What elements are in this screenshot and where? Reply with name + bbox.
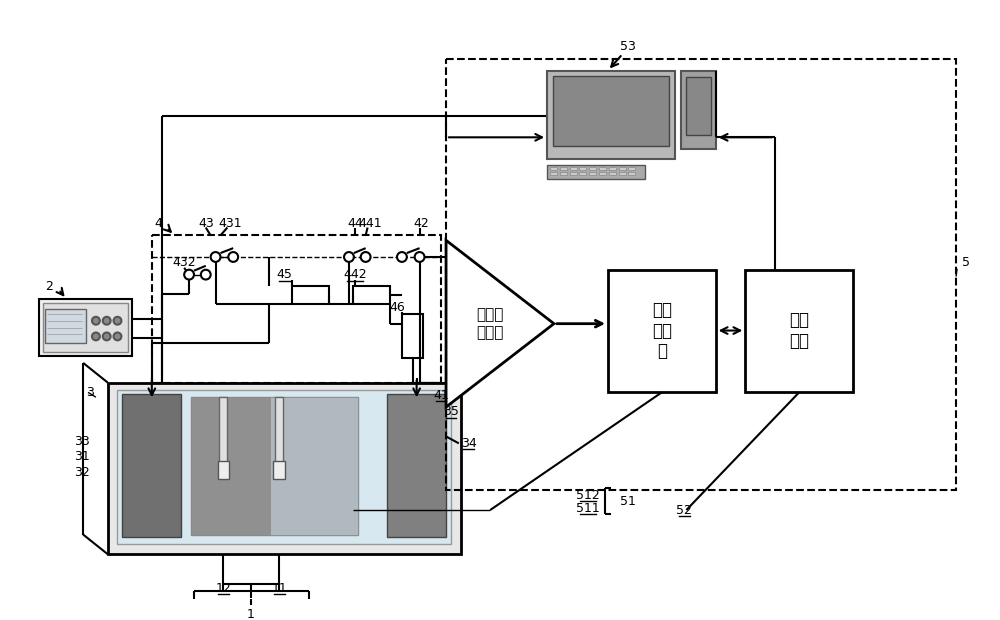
Circle shape	[92, 317, 100, 325]
Bar	[608, 270, 716, 392]
Bar	[353, 286, 390, 304]
Circle shape	[114, 332, 121, 340]
Circle shape	[344, 252, 354, 262]
Bar	[619, 172, 626, 175]
Bar	[108, 383, 461, 554]
Bar	[686, 76, 711, 135]
Circle shape	[361, 252, 371, 262]
Text: 52: 52	[676, 503, 692, 516]
Bar	[579, 172, 586, 175]
Text: 4: 4	[155, 217, 163, 230]
Bar	[547, 165, 645, 179]
Bar	[570, 172, 577, 175]
Bar	[191, 397, 270, 534]
Text: 32: 32	[74, 466, 90, 479]
Text: 511: 511	[576, 502, 600, 515]
Polygon shape	[446, 241, 554, 407]
Bar	[628, 167, 635, 170]
Bar	[387, 394, 446, 536]
Text: 442: 442	[343, 268, 367, 281]
Bar	[402, 314, 423, 358]
Bar	[560, 167, 567, 170]
Circle shape	[415, 252, 424, 262]
Circle shape	[184, 270, 194, 280]
Text: 3: 3	[86, 386, 94, 399]
Bar	[547, 71, 675, 159]
Text: 431: 431	[218, 217, 242, 230]
Bar	[218, 461, 229, 479]
Bar	[270, 397, 358, 534]
Text: 信号
采集
器: 信号 采集 器	[652, 301, 672, 360]
Bar	[273, 461, 285, 479]
Bar	[745, 270, 853, 392]
Text: 432: 432	[172, 256, 196, 269]
Circle shape	[211, 252, 220, 262]
Text: 41: 41	[433, 389, 449, 402]
Circle shape	[114, 317, 121, 325]
Text: 45: 45	[276, 268, 292, 281]
Text: 1: 1	[247, 608, 255, 620]
Bar	[45, 309, 86, 343]
Text: 12: 12	[216, 582, 231, 595]
Bar	[152, 236, 441, 383]
Text: 11: 11	[271, 582, 287, 595]
Text: 53: 53	[620, 40, 635, 53]
Bar	[599, 167, 606, 170]
Bar	[619, 167, 626, 170]
Bar	[43, 303, 128, 352]
Bar	[628, 172, 635, 175]
Bar	[275, 397, 283, 466]
Text: 51: 51	[620, 495, 636, 508]
Text: 44: 44	[347, 217, 363, 230]
Text: 31: 31	[74, 450, 90, 463]
Text: 33: 33	[74, 435, 90, 448]
Text: 46: 46	[389, 301, 405, 314]
Text: 5: 5	[962, 256, 970, 269]
Text: 43: 43	[198, 217, 214, 230]
Bar	[560, 172, 567, 175]
Circle shape	[397, 252, 407, 262]
Bar	[579, 167, 586, 170]
Circle shape	[103, 317, 111, 325]
Circle shape	[201, 270, 211, 280]
Text: 前置放
大单元: 前置放 大单元	[477, 308, 504, 340]
Text: 512: 512	[576, 489, 600, 502]
Bar	[550, 167, 557, 170]
Text: 2: 2	[45, 280, 53, 293]
Bar	[446, 59, 956, 490]
Bar	[599, 172, 606, 175]
Bar	[292, 286, 329, 304]
Circle shape	[228, 252, 238, 262]
Bar	[219, 397, 227, 466]
Text: 34: 34	[461, 437, 476, 450]
Bar	[550, 172, 557, 175]
Bar	[589, 172, 596, 175]
Text: 42: 42	[414, 217, 429, 230]
Bar	[609, 172, 616, 175]
Circle shape	[103, 332, 111, 340]
Bar	[589, 167, 596, 170]
Bar	[39, 299, 132, 356]
Bar	[191, 397, 358, 534]
Bar	[570, 167, 577, 170]
Text: 441: 441	[359, 217, 382, 230]
Bar	[117, 391, 451, 544]
Circle shape	[92, 332, 100, 340]
Text: 35: 35	[443, 405, 459, 419]
Bar	[609, 167, 616, 170]
Bar	[553, 76, 669, 146]
Bar	[681, 71, 716, 149]
Text: 主控
模块: 主控 模块	[789, 311, 809, 350]
Bar	[122, 394, 181, 536]
